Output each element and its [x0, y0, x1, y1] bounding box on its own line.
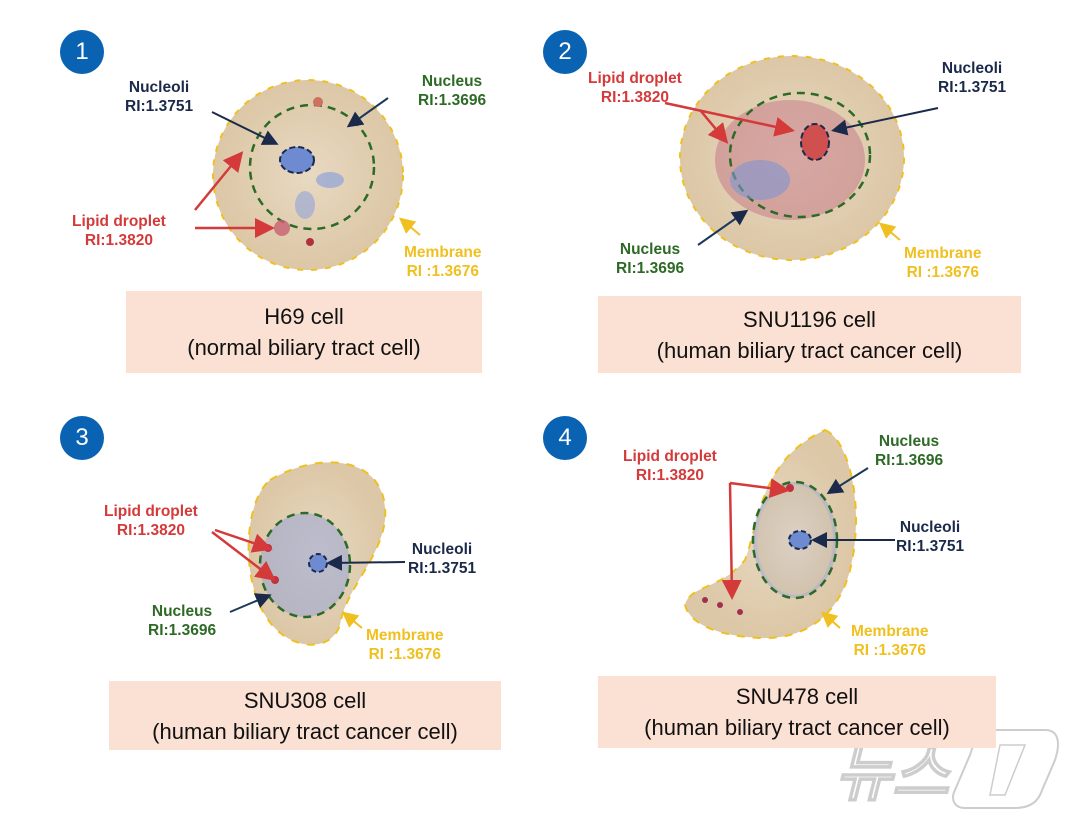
panel-number-badge: 2: [543, 30, 587, 74]
cell-snu1196: [664, 55, 939, 261]
cell-h69: [194, 79, 421, 271]
nucleoli-label: Nucleoli RI:1.3751: [125, 79, 194, 115]
lipid-droplet-label: Lipid droplet RI:1.3820: [588, 70, 682, 106]
nucleus-label: Nucleus RI:1.3696: [875, 433, 944, 469]
cell-snu478: [683, 428, 895, 640]
watermark-logo: 뉴스: [834, 729, 1059, 811]
nucleoli-label: Nucleoli RI:1.3751: [408, 541, 477, 577]
membrane-label: Membrane RI :1.3676: [904, 245, 982, 281]
nucleoli-label: Nucleoli RI:1.3751: [896, 519, 965, 555]
lipid-droplet-label: Lipid droplet RI:1.3820: [72, 213, 166, 249]
nucleus-label: Nucleus RI:1.3696: [616, 241, 685, 277]
nucleus-label: Nucleus RI:1.3696: [418, 73, 487, 109]
cell-caption: SNU308 cell (human biliary tract cancer c…: [109, 681, 501, 750]
membrane-label: Membrane RI :1.3676: [404, 244, 482, 280]
lipid-droplet-label: Lipid droplet RI:1.3820: [104, 503, 198, 539]
nucleus-label: Nucleus RI:1.3696: [148, 603, 217, 639]
membrane-label: Membrane RI :1.3676: [851, 623, 929, 659]
membrane-label: Membrane RI :1.3676: [366, 627, 444, 663]
cell-caption: SNU1196 cell (human biliary tract cancer …: [598, 296, 1021, 373]
panel-number-badge: 3: [60, 416, 104, 460]
cell-caption: H69 cell (normal biliary tract cell): [126, 291, 482, 373]
cell-snu308: [211, 461, 406, 646]
lipid-droplet-label: Lipid droplet RI:1.3820: [623, 448, 717, 484]
panel-number-badge: 4: [543, 416, 587, 460]
nucleoli-label: Nucleoli RI:1.3751: [938, 60, 1007, 96]
panel-number-badge: 1: [60, 30, 104, 74]
cell-caption: SNU478 cell (human biliary tract cancer c…: [598, 676, 996, 748]
svg-text:뉴스: 뉴스: [835, 737, 951, 810]
